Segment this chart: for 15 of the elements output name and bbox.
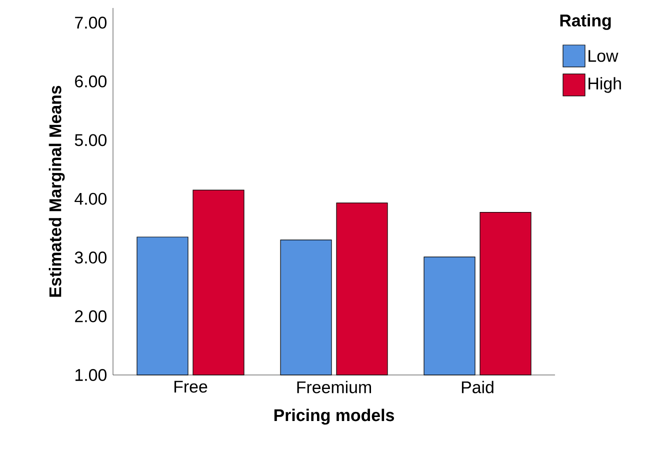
x-axis-title: Pricing models [274,408,394,425]
y-tick-label: 3.00 [74,252,107,264]
x-tick-label: Freemium [297,380,372,394]
y-tick-label: 6.00 [75,75,107,88]
y-tick-label: 4.00 [74,192,107,205]
y-tick-label: 2.00 [75,310,107,322]
y-tick-label: 1.00 [76,368,107,381]
y-tick-label: 5.00 [74,134,107,146]
legend-label: Low [588,50,618,62]
legend-title: Rating [560,14,611,30]
y-tick-label: 7.00 [75,16,107,29]
legend-label: High [588,77,621,93]
x-tick-label: Paid [462,380,494,394]
y-axis-title: Estimated Marginal Means [48,86,65,297]
x-tick-label: Free [174,380,208,393]
